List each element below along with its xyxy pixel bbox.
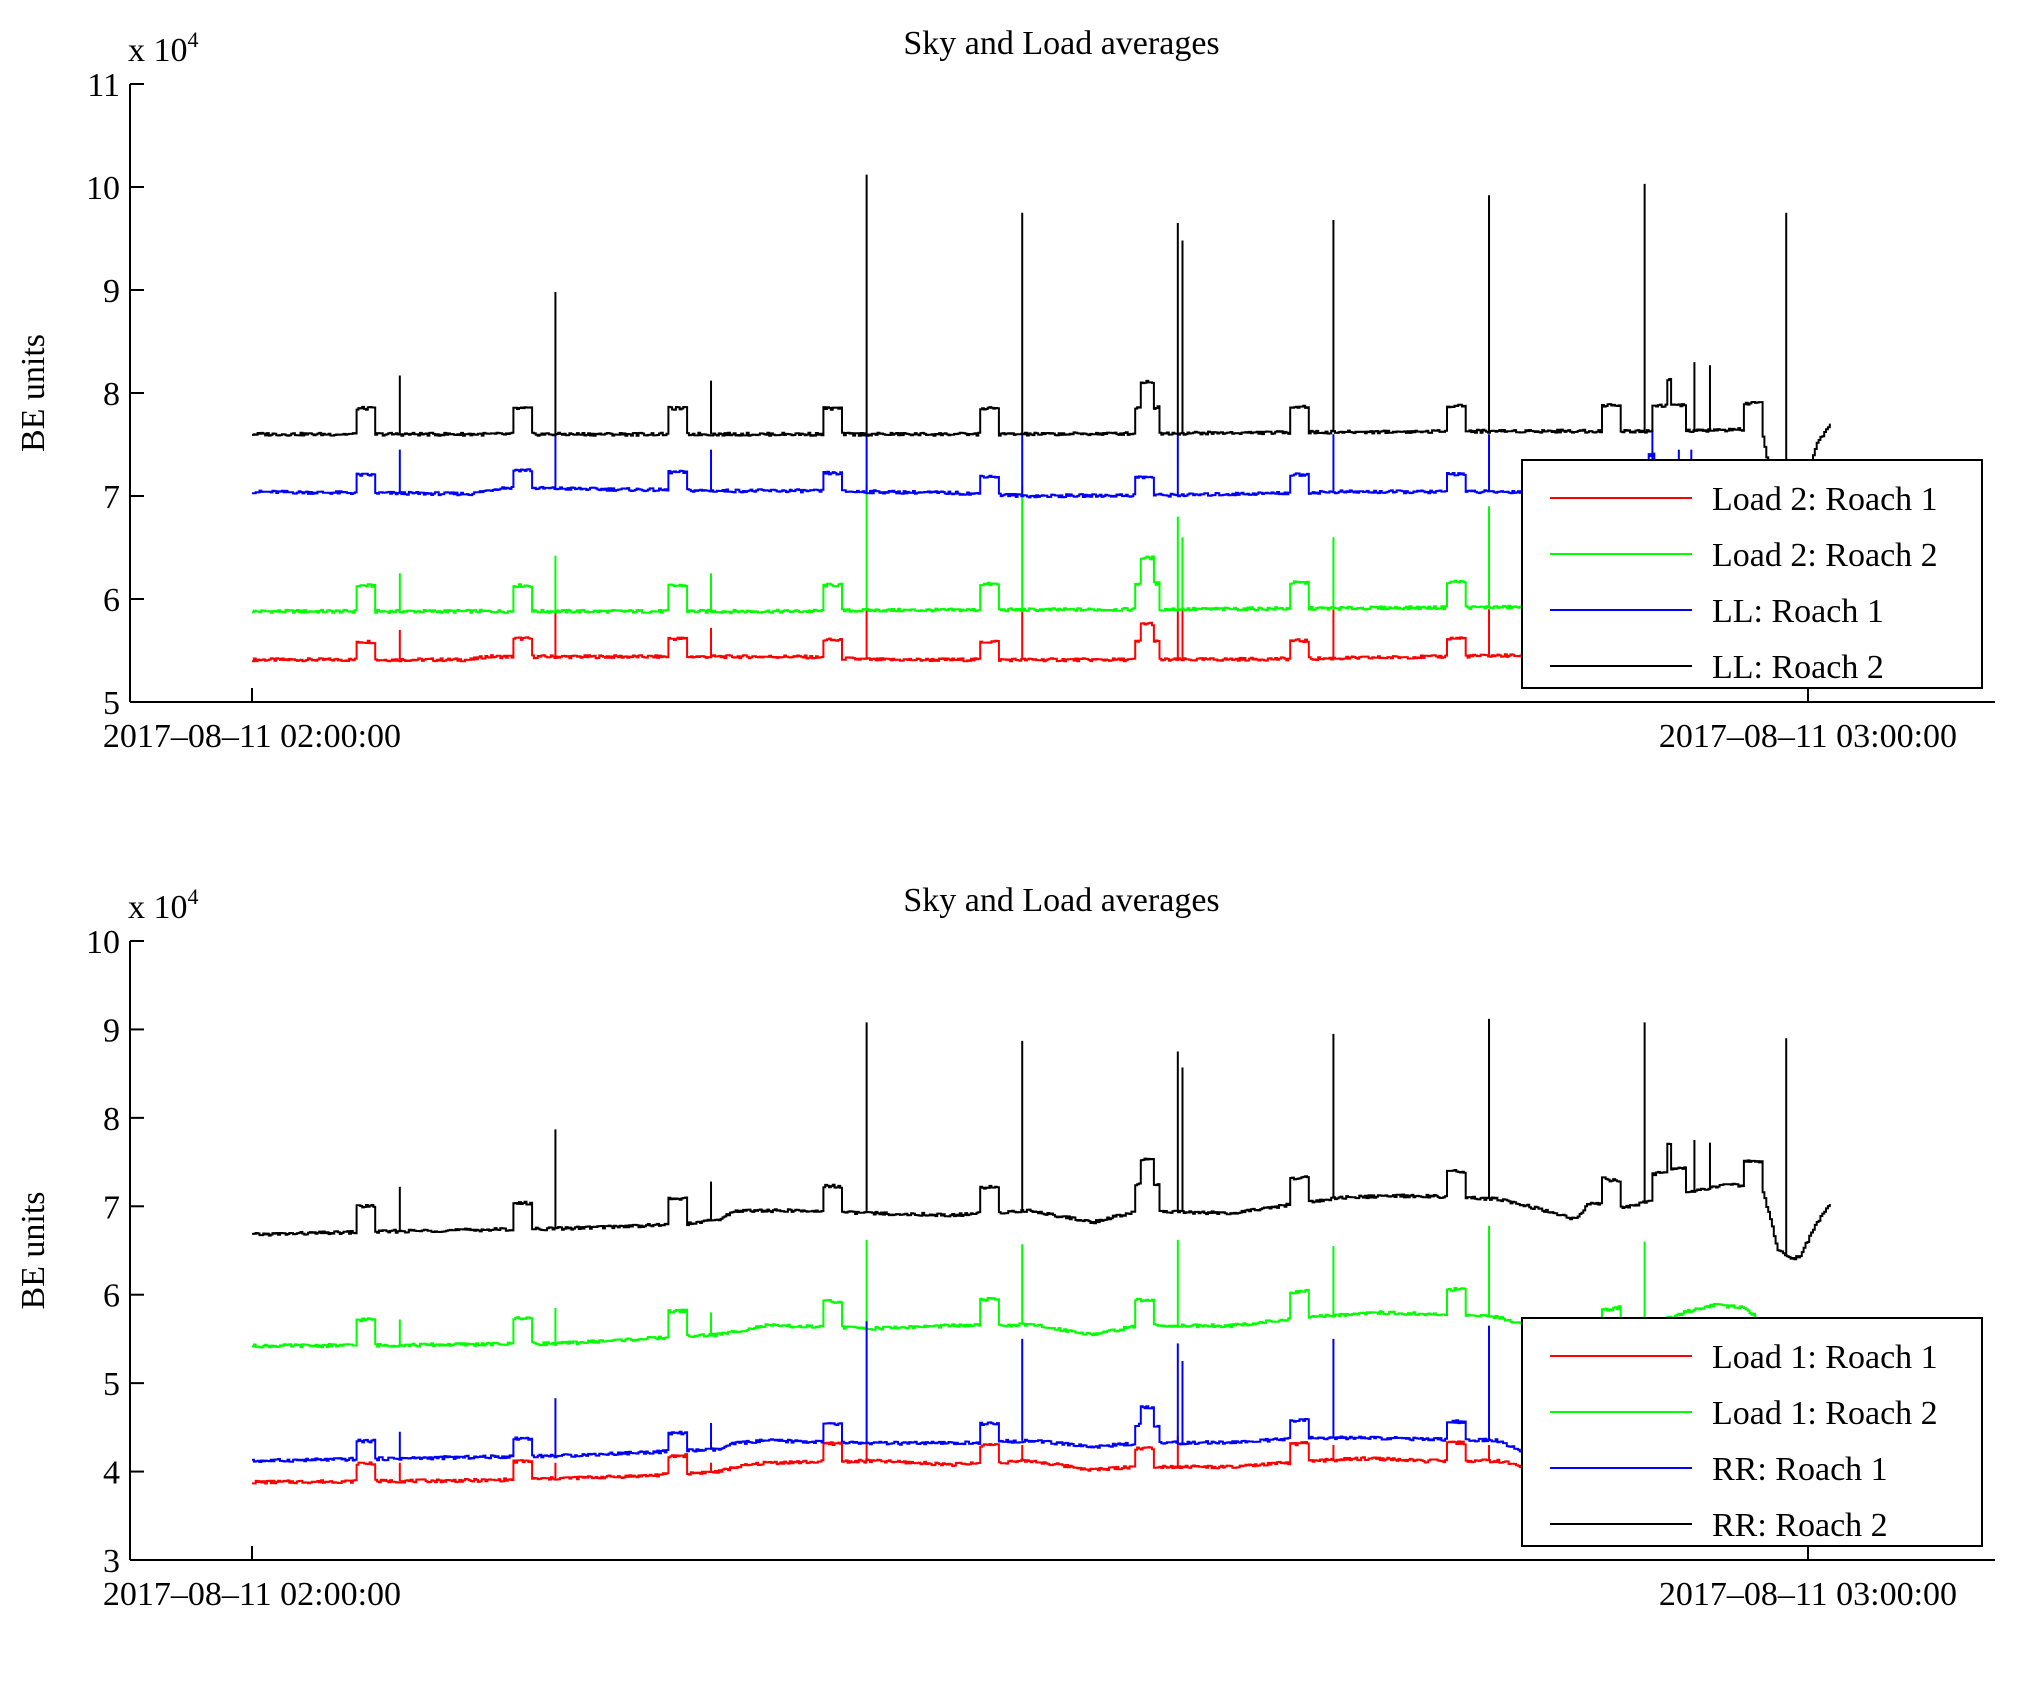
y-tick-label: 8 bbox=[103, 1101, 120, 1138]
y-tick-label: 6 bbox=[103, 582, 120, 619]
y-tick-label: 4 bbox=[103, 1455, 120, 1492]
y-tick-label: 3 bbox=[103, 1543, 120, 1580]
y-tick-label: 8 bbox=[103, 376, 120, 413]
legend-label: Load 1: Roach 1 bbox=[1712, 1339, 1938, 1376]
series-line-4 bbox=[252, 378, 1831, 478]
y-tick-label: 10 bbox=[86, 170, 120, 207]
y-tick-label: 11 bbox=[87, 67, 120, 104]
y-tick-label: 5 bbox=[103, 685, 120, 722]
series-line-1 bbox=[252, 1440, 1654, 1495]
x-tick-label: 2017–08–11 03:00:00 bbox=[1659, 1576, 1957, 1613]
plot-area bbox=[252, 174, 1831, 663]
y-multiplier: x 104 bbox=[128, 27, 199, 69]
chart-panel-1: Sky and Load averages x 104 BE units 5 6 7 8 9 1… bbox=[15, 25, 1995, 755]
y-tick-label: 7 bbox=[103, 1189, 120, 1226]
chart-panel-2: Sky and Load averages x 104 BE units 3 4 5 6 7 8… bbox=[15, 882, 1995, 1613]
legend-label: Load 2: Roach 2 bbox=[1712, 537, 1938, 574]
y-tick-label: 9 bbox=[103, 273, 120, 310]
y-tick-label: 6 bbox=[103, 1278, 120, 1315]
legend-label: Load 1: Roach 2 bbox=[1712, 1395, 1938, 1432]
legend-label: Load 2: Roach 1 bbox=[1712, 481, 1938, 518]
x-tick-label: 2017–08–11 02:00:00 bbox=[103, 1576, 401, 1613]
x-tick-label: 2017–08–11 03:00:00 bbox=[1659, 718, 1957, 755]
y-tick-label: 7 bbox=[103, 479, 120, 516]
chart-title: Sky and Load averages bbox=[903, 25, 1219, 62]
y-tick-label: 10 bbox=[86, 924, 120, 961]
y-axis-label: BE units bbox=[15, 1191, 52, 1309]
y-tick-label: 5 bbox=[103, 1366, 120, 1403]
series-line-4 bbox=[252, 1142, 1831, 1261]
plot-area bbox=[252, 1018, 1831, 1495]
legend-label: LL: Roach 1 bbox=[1712, 593, 1884, 630]
chart-title: Sky and Load averages bbox=[903, 882, 1219, 919]
y-tick-label: 9 bbox=[103, 1012, 120, 1049]
y-multiplier: x 104 bbox=[128, 884, 199, 926]
series-line-3 bbox=[252, 452, 1747, 499]
legend: Load 1: Roach 1 Load 1: Roach 2 RR: Roach … bbox=[1521, 1317, 1983, 1547]
series-line-3 bbox=[252, 1405, 1560, 1464]
legend-label: RR: Roach 2 bbox=[1712, 1507, 1888, 1544]
legend-label: LL: Roach 2 bbox=[1712, 649, 1884, 686]
legend: Load 2: Roach 1 Load 2: Roach 2 LL: Roach … bbox=[1521, 459, 1983, 689]
x-tick-label: 2017–08–11 02:00:00 bbox=[103, 718, 401, 755]
y-axis-label: BE units bbox=[15, 334, 52, 452]
legend-label: RR: Roach 1 bbox=[1712, 1451, 1888, 1488]
